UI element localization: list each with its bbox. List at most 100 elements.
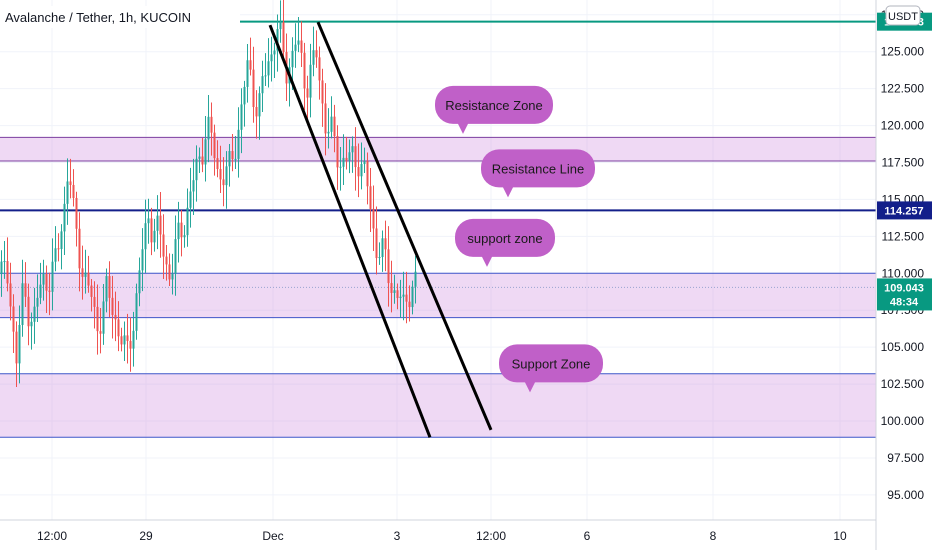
- zone-fill: [0, 137, 876, 162]
- candle-body: [66, 181, 69, 204]
- trend-lines[interactable]: [268, 21, 493, 438]
- trend-line[interactable]: [268, 24, 432, 438]
- price-tag-countdown: 48:34: [890, 296, 919, 308]
- candle-body: [36, 297, 39, 307]
- candle-body: [210, 116, 213, 133]
- candle-body: [393, 290, 396, 293]
- candle-body: [252, 69, 255, 108]
- candle-body: [264, 75, 267, 77]
- candle-body: [108, 276, 111, 298]
- candles: [0, 0, 417, 387]
- candle-body: [315, 50, 318, 58]
- candle-body: [123, 335, 126, 345]
- candle-body: [99, 331, 102, 334]
- annotation-bubble[interactable]: Resistance Line: [481, 149, 595, 198]
- candle-body: [93, 296, 96, 307]
- annotation-label: Resistance Zone: [445, 98, 543, 113]
- candle-body: [84, 272, 87, 277]
- candle-body: [354, 146, 357, 168]
- candle-body: [369, 186, 372, 209]
- annotation-bubble[interactable]: support zone: [455, 218, 555, 267]
- candle-body: [357, 167, 360, 177]
- x-tick-label: 12:00: [476, 529, 506, 543]
- candle-body: [63, 203, 66, 232]
- candle-body: [258, 93, 261, 117]
- annotation-box: [499, 344, 603, 383]
- candle-body: [363, 161, 366, 165]
- candle-body: [414, 271, 417, 287]
- currency-button[interactable]: USDT: [885, 5, 921, 26]
- candle-body: [342, 157, 345, 167]
- candle-body: [333, 116, 336, 137]
- candle-body: [279, 22, 282, 30]
- y-tick-label: 117.500: [882, 156, 925, 170]
- candle-body: [225, 166, 228, 186]
- candle-body: [27, 296, 30, 327]
- zone-fill: [0, 373, 876, 438]
- candle-body: [159, 215, 162, 235]
- candle-body: [381, 238, 384, 258]
- y-tick-label: 122.500: [881, 82, 925, 96]
- candle-body: [294, 44, 297, 51]
- candle-body: [87, 272, 90, 286]
- candle-body: [306, 88, 309, 98]
- annotation-box: [455, 218, 555, 257]
- candle-body: [201, 156, 204, 165]
- candle-body: [189, 191, 192, 208]
- candle-body: [282, 22, 285, 52]
- candle-body: [156, 215, 159, 231]
- annotation-bubble[interactable]: Resistance Zone: [435, 85, 553, 134]
- candle-body: [273, 50, 276, 55]
- candle-body: [207, 116, 210, 140]
- candle-body: [255, 107, 258, 117]
- x-tick-label: 3: [394, 529, 401, 543]
- candle-body: [222, 179, 225, 186]
- candle-body: [213, 132, 216, 159]
- candle-body: [147, 218, 150, 224]
- price-tag: [877, 278, 932, 311]
- candle-body: [183, 235, 186, 238]
- candle-body: [195, 158, 198, 181]
- candle-body: [267, 61, 270, 76]
- candle-body: [69, 181, 72, 185]
- candle-body: [237, 129, 240, 159]
- candle-body: [42, 273, 45, 285]
- candle-body: [402, 294, 405, 297]
- time-axis[interactable]: 12:00 29 Dec 3 12:00 6 8 10: [37, 529, 847, 543]
- annotation-pointer: [457, 121, 469, 134]
- candle-body: [162, 234, 165, 257]
- x-tick-label: 10: [833, 529, 847, 543]
- candle-body: [243, 86, 246, 105]
- candle-body: [309, 64, 312, 98]
- candle-body: [327, 131, 330, 134]
- price-axis[interactable]: 95.00097.500100.000102.500105.000107.500…: [881, 8, 925, 502]
- candle-body: [231, 151, 234, 160]
- grid: [0, 0, 876, 520]
- title-background: [0, 6, 240, 28]
- candle-body: [18, 324, 21, 364]
- candle-body: [330, 116, 333, 132]
- candle-body: [261, 76, 264, 94]
- y-tick-label: 112.500: [882, 229, 925, 243]
- candle-body: [81, 268, 84, 277]
- candle-body: [9, 283, 12, 307]
- candle-body: [390, 283, 393, 293]
- annotations[interactable]: Resistance Zone Resistance Line support zo…: [435, 85, 603, 393]
- annotation-pointer: [524, 380, 536, 393]
- candle-body: [348, 152, 351, 161]
- candle-body: [408, 301, 411, 308]
- annotation-bubble[interactable]: Support Zone: [499, 344, 603, 393]
- trend-line[interactable]: [316, 21, 493, 431]
- candle-body: [192, 180, 195, 192]
- x-tick-label: 6: [584, 529, 591, 543]
- zones: [0, 136, 876, 438]
- candle-body: [174, 239, 177, 274]
- candle-body: [387, 249, 390, 284]
- candle-body: [384, 238, 387, 250]
- candle-body: [24, 283, 27, 297]
- candle-body: [6, 261, 9, 284]
- candle-body: [165, 256, 168, 265]
- candle-body: [48, 290, 51, 292]
- candle-body: [228, 151, 231, 167]
